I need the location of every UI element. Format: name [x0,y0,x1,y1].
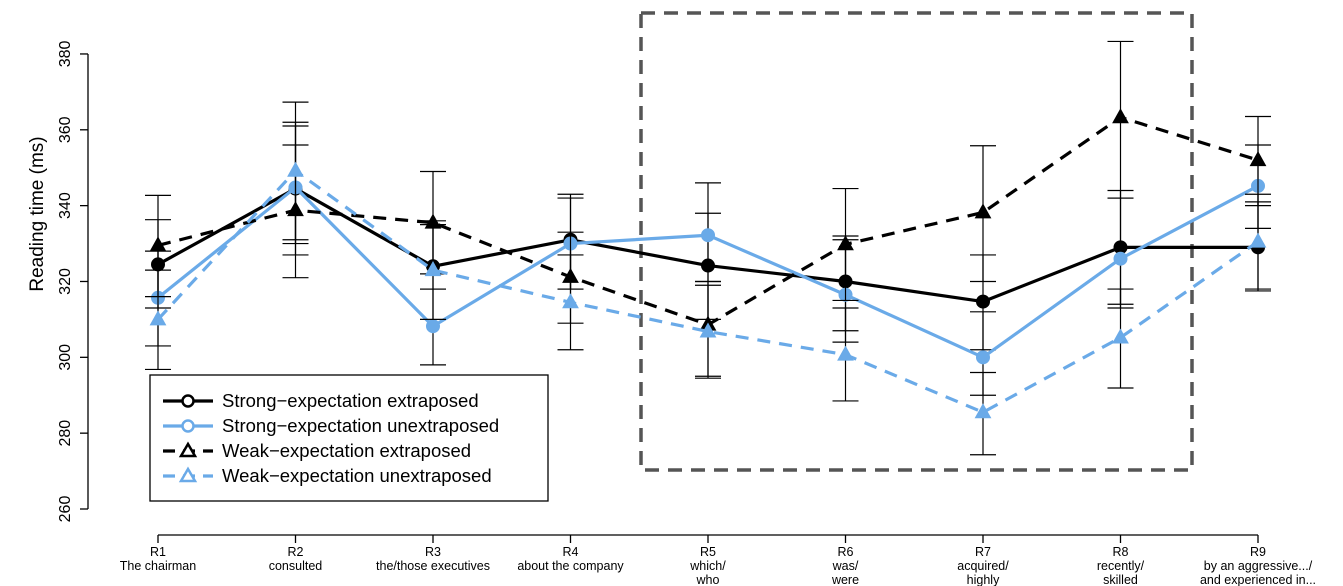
data-point [1112,108,1129,124]
series-layer [145,40,1271,456]
x-tick-label: recently/ [1097,559,1145,573]
data-point [149,236,167,252]
data-point [974,203,992,219]
y-tick-label: 320 [57,268,74,295]
x-tick-label: R9 [1250,545,1266,559]
data-point [149,310,167,326]
data-point [562,293,579,309]
x-tick-label: R7 [975,545,991,559]
x-tick-label: R5 [700,545,716,559]
legend: Strong−expectation extraposed Strong−expe… [149,374,549,502]
x-tick-label: consulted [269,559,323,573]
y-tick-label: 380 [57,41,74,68]
x-tick-label: R3 [425,545,441,559]
data-point [976,350,990,365]
data-point [426,319,440,334]
x-tick-label: The chairman [120,559,196,573]
legend-marker [181,419,195,433]
data-point [1113,251,1128,266]
data-point [974,403,992,419]
legend-marker [178,466,198,483]
y-axis-label: Reading time (ms) [27,136,48,291]
y-tick-label: 280 [57,420,74,447]
x-tick-label: and experienced in... [1200,573,1316,586]
x-tick-label: by an aggressive.../ [1204,559,1313,573]
legend-marker [178,441,198,458]
x-tick-label: R4 [563,545,579,559]
legend-box [149,374,549,502]
series-4 [145,101,1271,456]
x-tick-label: R1 [150,545,166,559]
x-tick-label: R2 [288,545,304,559]
x-tick-label: about the company [517,559,624,573]
legend-label: Strong−expectation unextraposed [222,415,499,436]
data-point [287,161,304,177]
legend-label: Weak−expectation extraposed [222,440,471,461]
data-point [1112,328,1129,344]
x-tick-label: were [831,573,859,586]
x-tick-label: the/those executives [376,559,490,573]
data-point [1249,151,1267,167]
x-tick-label: R6 [838,545,854,559]
data-point [837,235,854,251]
data-point [701,228,715,243]
legend-label: Weak−expectation unextraposed [222,465,492,486]
x-tick-label: skilled [1103,573,1138,586]
data-point [699,322,717,338]
series-line [156,169,1259,414]
data-point [424,261,442,277]
data-point [1249,232,1267,248]
x-tick-label: R8 [1113,545,1129,559]
legend-label: Strong−expectation extraposed [222,390,479,411]
y-tick-label: 300 [57,344,74,371]
x-tick-label: acquired/ [957,559,1009,573]
y-tick-label: 260 [57,496,74,523]
x-tick-label: which/ [689,559,726,573]
data-point [976,294,990,309]
y-tick-label: 340 [57,192,74,219]
x-tick-label: was/ [832,559,859,573]
data-point [837,345,854,361]
x-tick-label: highly [967,573,1000,586]
y-tick-label: 360 [57,116,74,143]
x-tick-label: who [696,573,720,586]
legend-marker [181,394,195,408]
